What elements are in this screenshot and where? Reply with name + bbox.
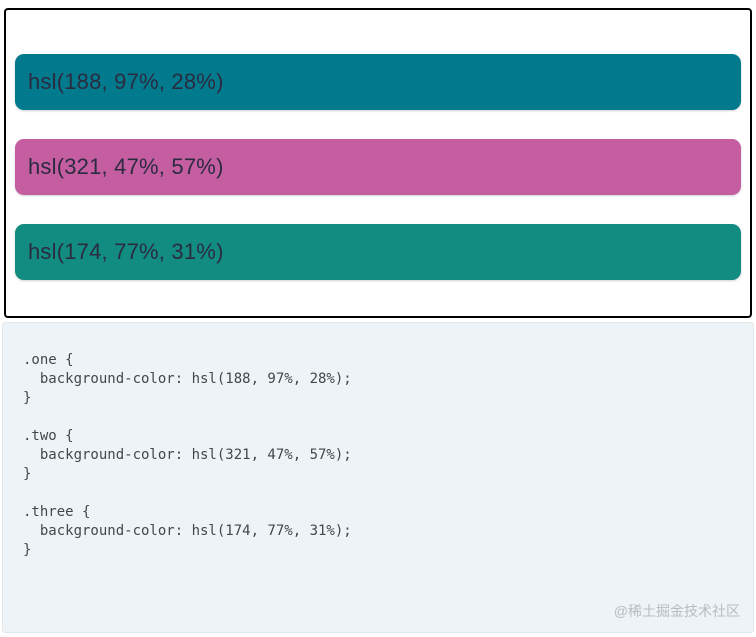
color-swatch-three: hsl(174, 77%, 31%) xyxy=(15,224,741,280)
preview-panel: hsl(188, 97%, 28%) hsl(321, 47%, 57%) hs… xyxy=(4,8,752,318)
color-swatch-one: hsl(188, 97%, 28%) xyxy=(15,54,741,110)
color-swatch-two: hsl(321, 47%, 57%) xyxy=(15,139,741,195)
css-code: .one { background-color: hsl(188, 97%, 2… xyxy=(23,352,352,558)
watermark-text: @稀土掘金技术社区 xyxy=(613,603,740,619)
css-code-panel: .one { background-color: hsl(188, 97%, 2… xyxy=(2,322,754,633)
